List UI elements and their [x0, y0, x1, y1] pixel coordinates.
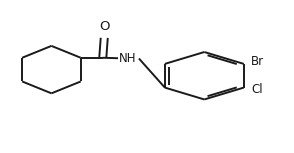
Text: O: O — [99, 20, 110, 33]
Text: Br: Br — [251, 55, 264, 68]
Text: Cl: Cl — [251, 83, 263, 96]
Text: NH: NH — [119, 52, 136, 65]
